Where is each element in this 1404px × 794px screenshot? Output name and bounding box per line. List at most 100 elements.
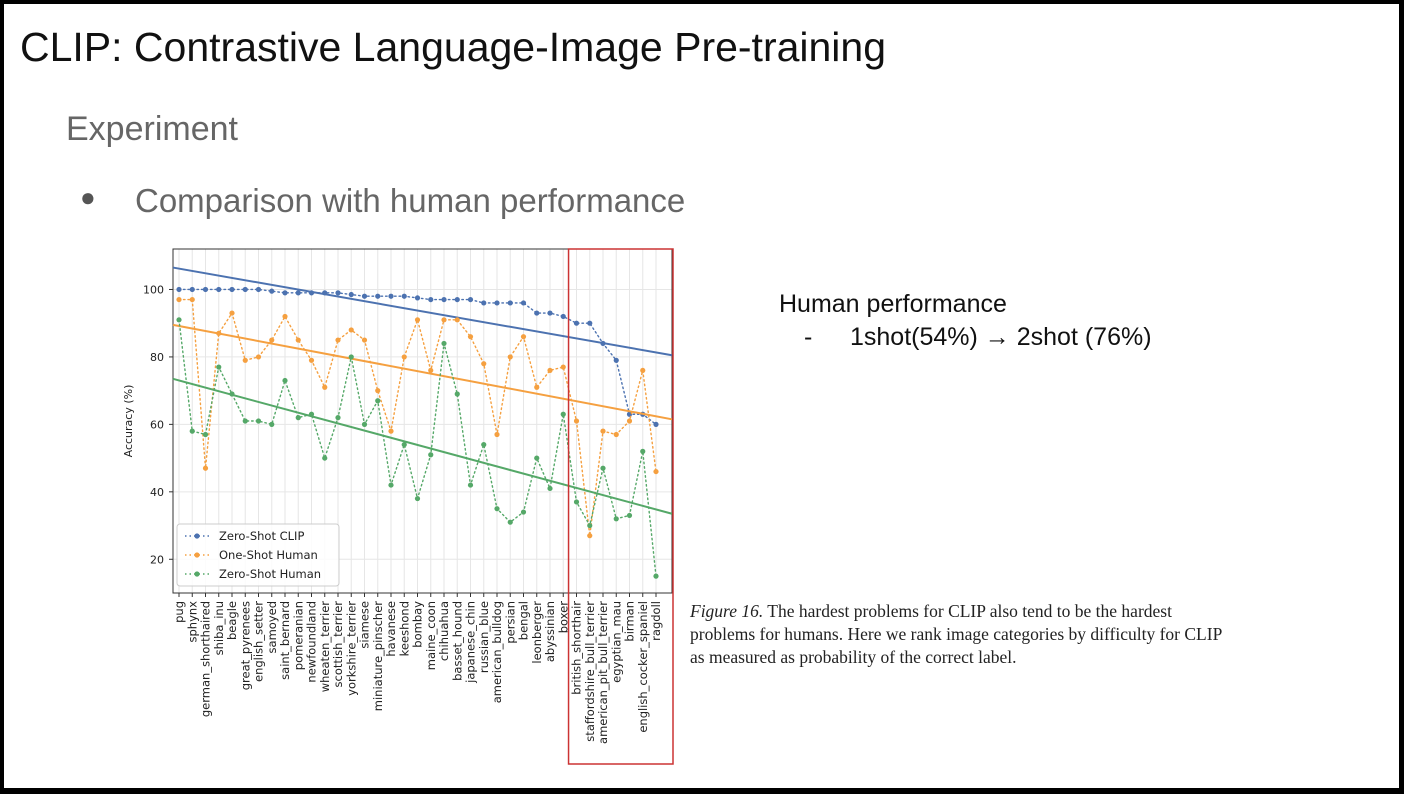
data-point [401, 293, 407, 299]
bullet-text: Comparison with human performance [135, 182, 686, 219]
trend-line [172, 266, 673, 357]
data-point [441, 296, 447, 303]
x-tick-label: american_pit_bull_terrier [596, 601, 610, 744]
figure-caption: Figure 16. The hardest problems for CLIP… [690, 600, 1230, 669]
data-point [573, 320, 580, 326]
x-tick-label: persian [503, 601, 517, 644]
bullet-icon: ● [80, 182, 96, 212]
data-point [229, 286, 235, 293]
data-point [626, 418, 633, 424]
data-point [454, 391, 460, 397]
x-tick-label: samoyed [265, 601, 279, 653]
data-point [189, 286, 195, 293]
data-point [441, 317, 447, 323]
data-point [534, 310, 540, 316]
accuracy-chart: 20 40 60 80 100 Accuracy (%) pug sphynx german_s… [122, 248, 674, 765]
slide-title: CLIP: Contrastive Language-Image Pre-tra… [20, 24, 887, 70]
trend-line [172, 323, 673, 421]
human-performance-item: 1shot(54%) → 2shot (76%) [850, 323, 1152, 351]
data-point [467, 482, 474, 488]
data-point [176, 296, 182, 303]
legend-swatch-marker [194, 533, 200, 539]
data-point [361, 293, 368, 299]
data-point [242, 286, 248, 293]
data-point [481, 300, 487, 306]
data-point [587, 533, 593, 539]
y-tick-label: 40 [150, 486, 164, 499]
data-point [454, 296, 460, 303]
data-point [322, 455, 328, 461]
data-point [269, 421, 275, 427]
data-point [467, 296, 474, 303]
y-tick-label: 100 [143, 283, 164, 296]
data-point [428, 296, 434, 303]
x-tick-label: yorkshire_terrier [344, 601, 358, 696]
data-point [587, 320, 593, 326]
x-tick-label: maine_coon [424, 601, 438, 670]
data-point [388, 428, 394, 434]
data-point [613, 357, 619, 363]
x-tick-label: british_shorthair [570, 601, 584, 695]
data-point [626, 512, 633, 519]
data-point [242, 418, 248, 424]
data-point [229, 310, 235, 316]
legend-label: One-Shot Human [219, 548, 318, 562]
x-tick-label: staffordshire_bull_terrier [583, 601, 597, 742]
legend-swatch-marker [194, 552, 200, 558]
x-tick-label: havanese [384, 601, 398, 657]
x-tick-label: keeshond [397, 601, 411, 656]
data-point [282, 377, 288, 384]
data-point [520, 300, 527, 306]
data-point [202, 465, 209, 471]
data-point [335, 337, 341, 343]
data-point [481, 361, 487, 367]
x-tick-label: japanese_chin [464, 601, 478, 684]
list-dash-icon: - [804, 323, 813, 351]
data-point [189, 296, 195, 303]
y-axis-label: Accuracy (%) [122, 385, 135, 458]
data-point [560, 411, 566, 417]
data-point [189, 428, 195, 434]
data-point [216, 364, 222, 370]
caption-label: Figure 16. [690, 601, 764, 621]
data-point [653, 468, 659, 475]
data-point [269, 288, 275, 294]
data-point [202, 286, 209, 293]
data-point [507, 300, 513, 306]
data-point [653, 573, 659, 579]
data-point [414, 295, 421, 301]
data-point [401, 354, 407, 360]
data-point [282, 290, 288, 296]
data-point [587, 522, 593, 529]
data-point [613, 516, 619, 522]
human-performance-heading: Human performance [779, 290, 1007, 318]
x-tick-label: russian_blue [477, 601, 491, 673]
data-point [640, 448, 646, 454]
y-tick-label: 60 [150, 418, 164, 431]
plot-frame [172, 248, 673, 594]
data-point [375, 293, 381, 299]
data-point [255, 418, 262, 424]
y-tick-label: 80 [150, 351, 164, 364]
x-tick-label: egyptian_mau [609, 601, 623, 683]
x-tick-label: american_bulldog [490, 601, 504, 703]
data-point [573, 418, 580, 424]
legend-label: Zero-Shot CLIP [219, 529, 304, 543]
data-point [375, 388, 381, 394]
data-point [335, 415, 341, 421]
data-point [282, 313, 288, 320]
data-point [547, 310, 553, 316]
data-point [176, 286, 182, 293]
data-point [547, 367, 553, 374]
data-point [467, 334, 474, 340]
data-point [441, 340, 447, 347]
data-point [653, 421, 659, 427]
x-tick-label: leonberger [530, 601, 544, 664]
data-point [547, 485, 553, 492]
data-point [534, 384, 540, 390]
x-tick-label: shiba_inu [212, 601, 226, 655]
data-point [348, 327, 354, 333]
data-point [600, 465, 606, 471]
data-point [613, 431, 619, 438]
caption-text: The hardest problems for CLIP also tend … [690, 601, 1222, 667]
